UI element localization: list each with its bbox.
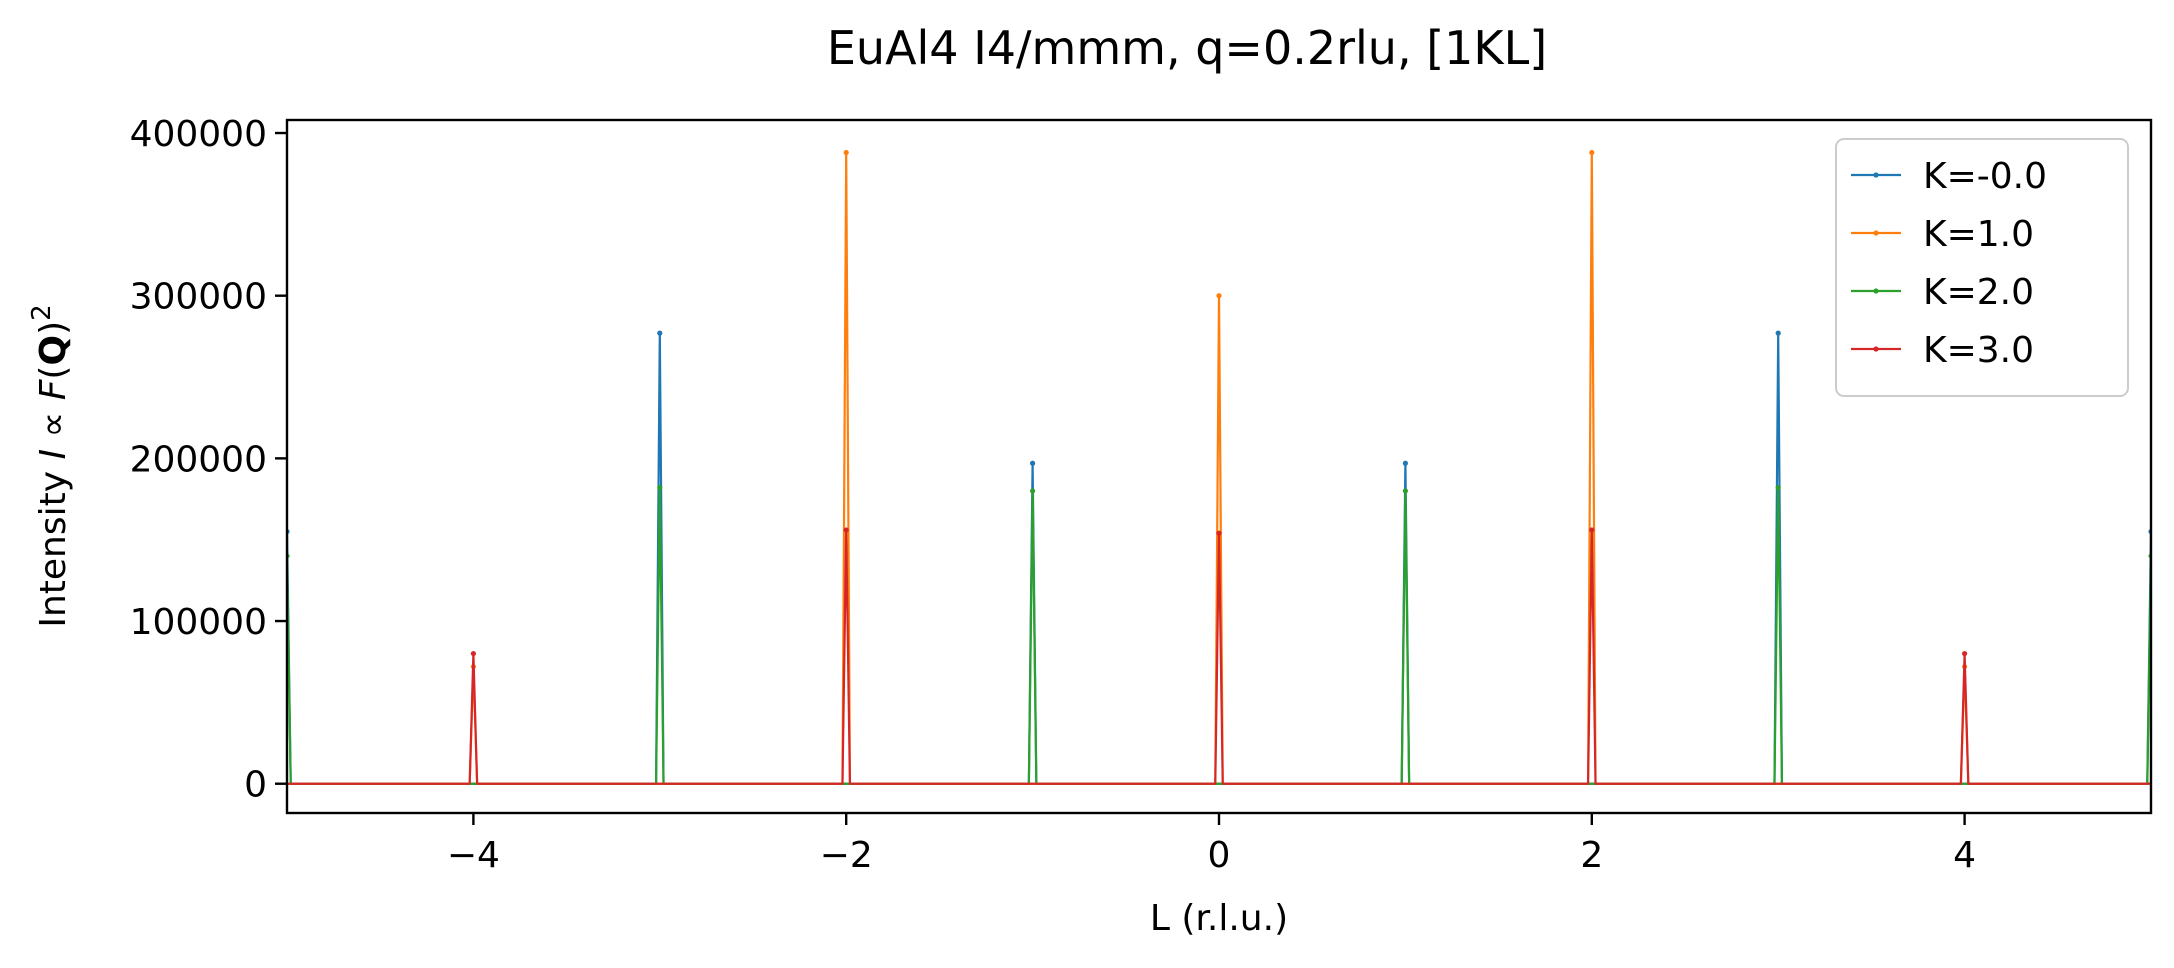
x-tick-label: −2: [820, 835, 873, 876]
series-layer: [287, 149, 2151, 785]
data-point: [1402, 488, 1408, 494]
data-point: [1030, 488, 1036, 494]
x-tick-label: 4: [1953, 835, 1976, 876]
legend-label: K=2.0: [1923, 272, 2034, 313]
y-tick-label: 400000: [130, 114, 267, 155]
legend-box: [1835, 138, 2129, 397]
x-axis-label: L (r.l.u.): [1150, 898, 1288, 939]
data-point: [657, 330, 663, 336]
legend-label: K=-0.0: [1923, 156, 2047, 197]
legend: K=-0.0 K=1.0 K=2.0 K=3.0: [1835, 138, 2129, 397]
legend-marker: [1873, 288, 1879, 294]
y-axis-label-sup: 2: [27, 304, 57, 321]
chart-title: EuAl4 I4/mmm, q=0.2rlu, [1KL]: [827, 21, 1547, 75]
y-axis-label: Intensity I ∝ F(Q)2: [27, 304, 74, 627]
x-tick-label: 0: [1208, 835, 1231, 876]
legend-marker: [1873, 172, 1879, 178]
y-axis-label-paren-open: (: [33, 366, 74, 380]
y-tick-label: 100000: [130, 602, 267, 643]
plot-area: [287, 149, 2151, 785]
data-point: [470, 650, 476, 657]
data-point: [843, 527, 849, 533]
data-point: [1775, 330, 1781, 336]
y-axis-label-i: I: [33, 449, 74, 460]
data-point: [843, 149, 849, 156]
x-tick-label: 2: [1580, 835, 1603, 876]
data-point: [657, 485, 663, 491]
data-point: [1775, 485, 1781, 491]
legend-marker: [1873, 230, 1879, 236]
y-tick-label: 300000: [130, 277, 267, 318]
y-axis-label-propto: ∝: [33, 400, 74, 449]
y-tick-label: 200000: [130, 439, 267, 480]
data-point: [1030, 460, 1036, 466]
data-point: [1589, 527, 1595, 533]
y-axis-label-f: F: [33, 378, 74, 400]
y-axis: 0 100000 200000 300000 400000: [130, 114, 287, 806]
y-axis-label-paren-close: ): [33, 321, 74, 335]
x-tick-label: −4: [447, 835, 500, 876]
legend-label: K=3.0: [1923, 330, 2034, 371]
y-axis-label-q: Q: [33, 335, 74, 366]
legend-label: K=1.0: [1923, 214, 2034, 255]
data-point: [1402, 460, 1408, 466]
y-axis-label-prefix: Intensity: [33, 460, 74, 628]
data-point: [1216, 293, 1222, 299]
data-point: [1589, 149, 1595, 156]
y-tick-label: 0: [244, 765, 267, 806]
data-point: [1962, 650, 1968, 657]
legend-marker: [1873, 346, 1879, 352]
data-point: [1216, 530, 1222, 536]
x-axis: −4 −2 0 2 4: [447, 813, 1976, 876]
